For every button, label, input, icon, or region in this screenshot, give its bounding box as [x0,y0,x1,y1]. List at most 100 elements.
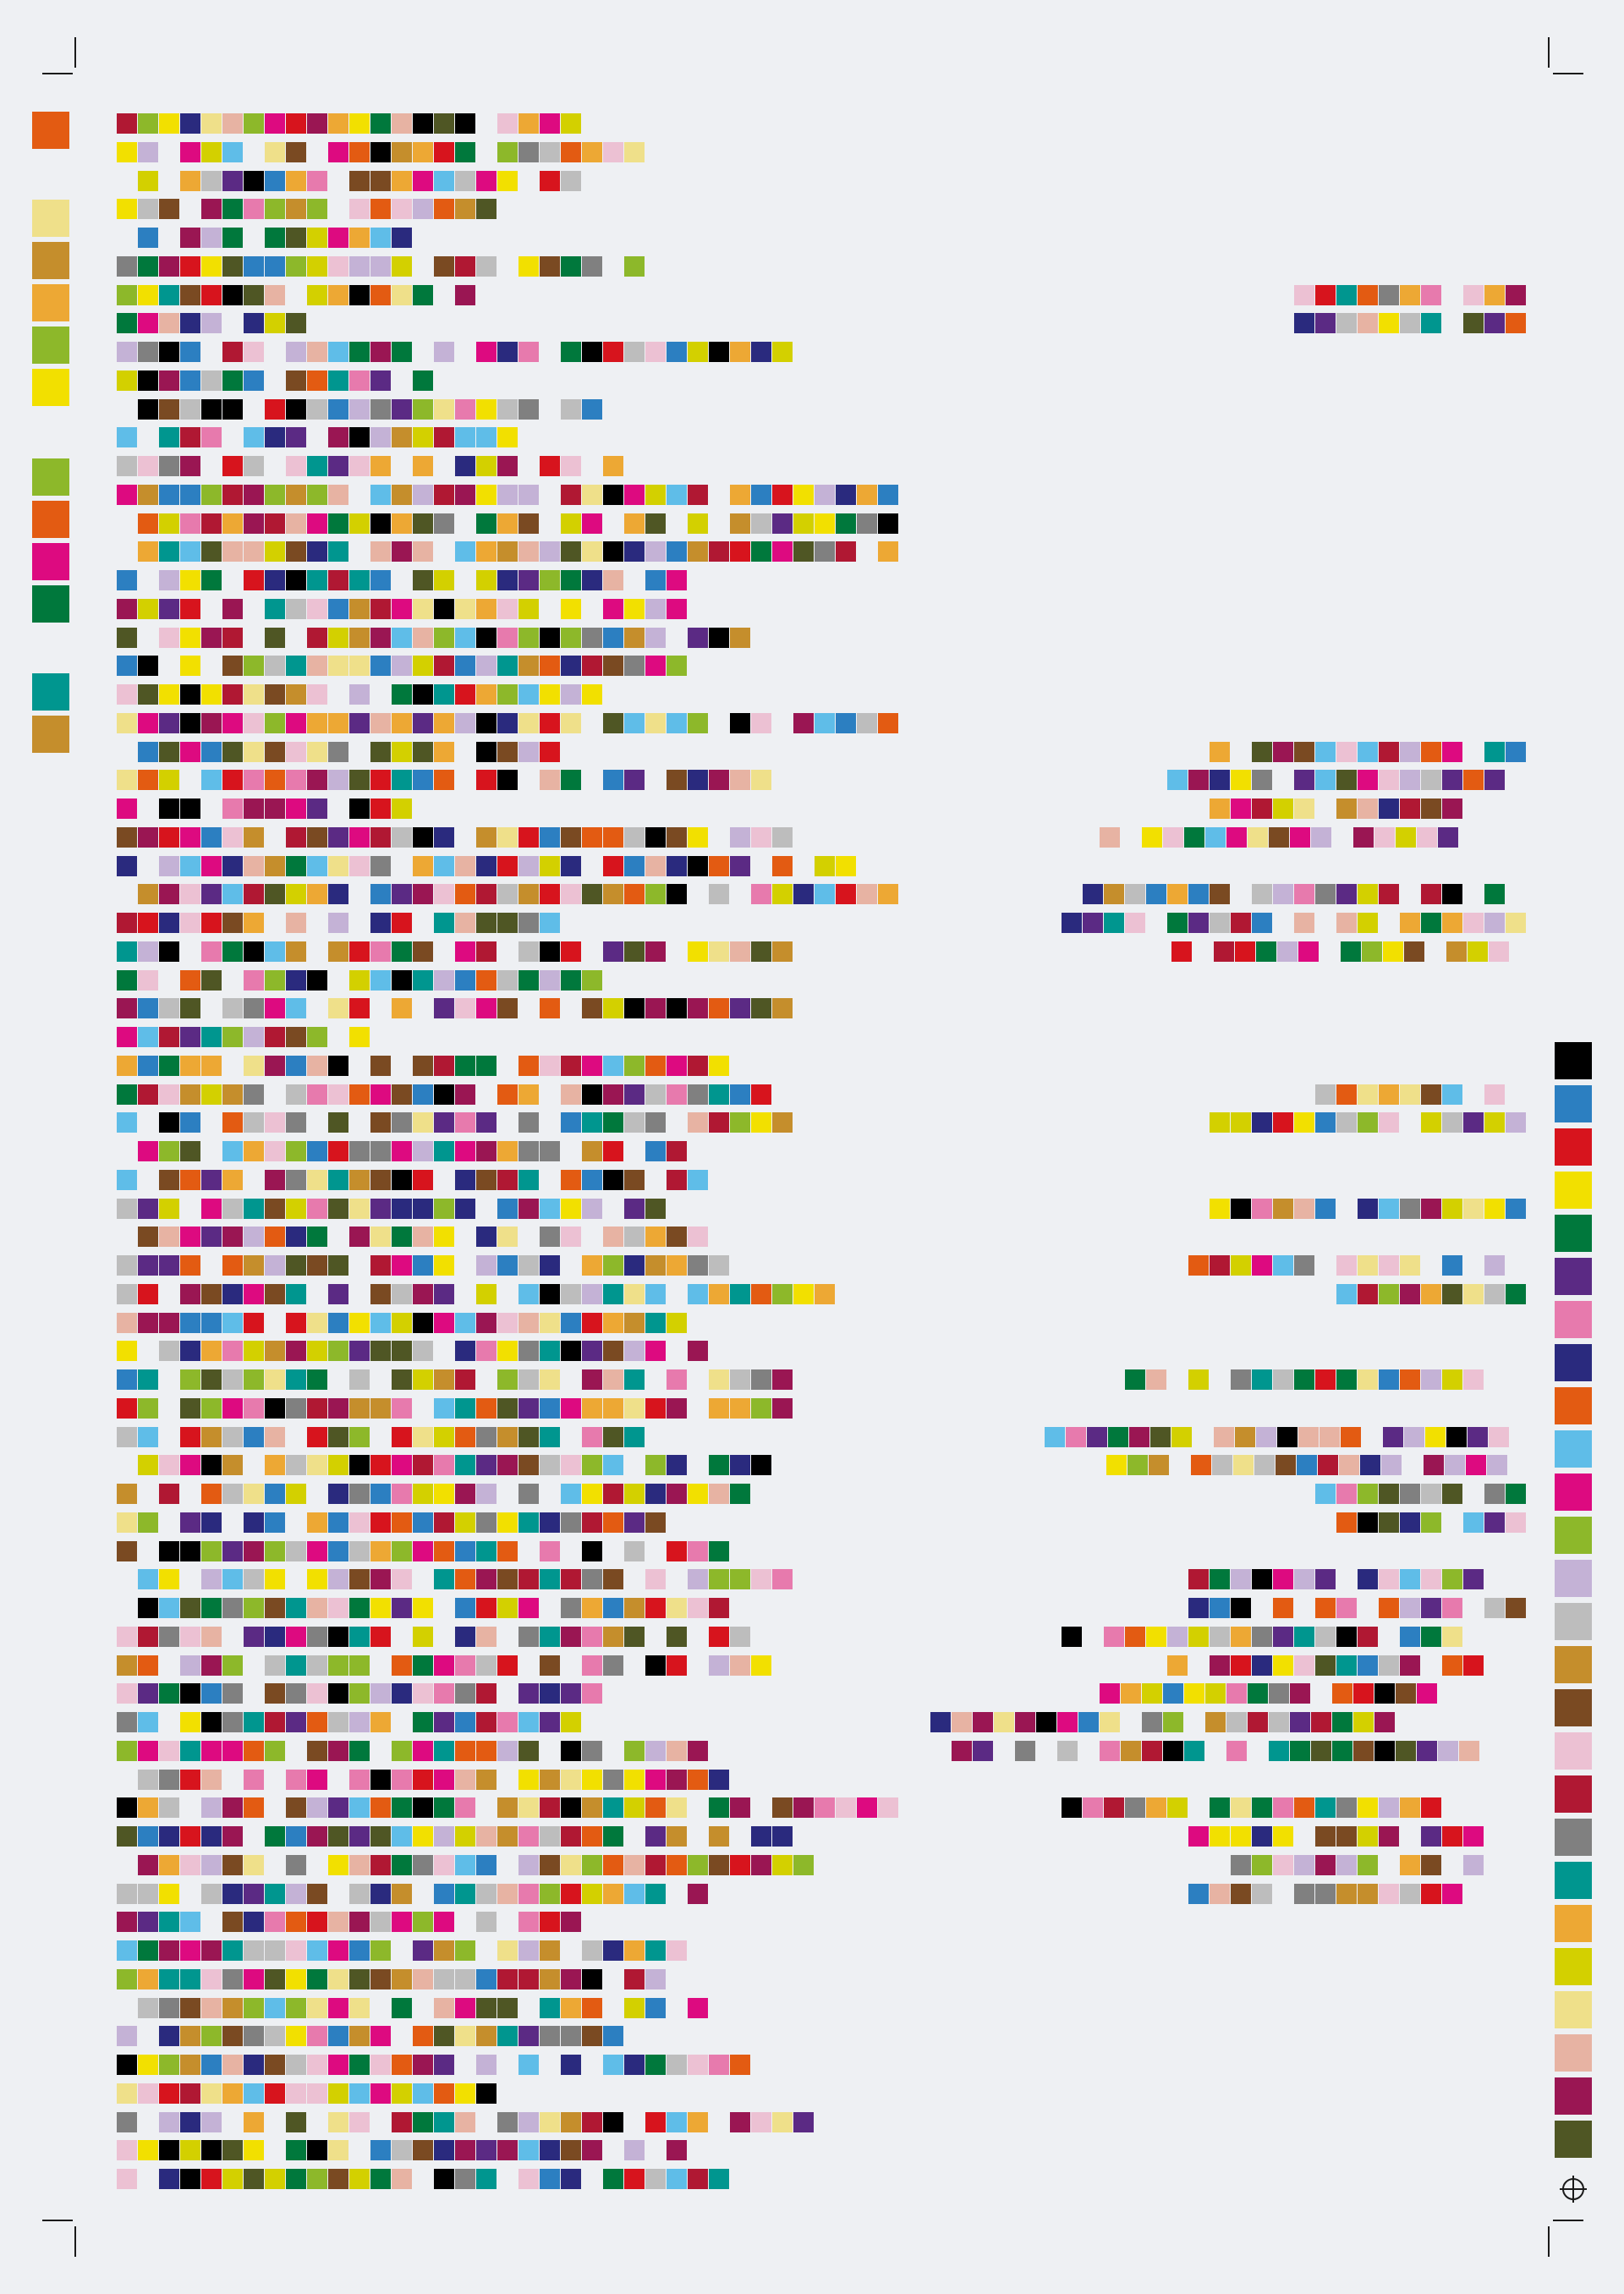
color-cell [307,228,327,248]
color-cell [117,1512,137,1533]
color-cell [307,799,327,819]
color-cell [328,941,348,962]
color-cell [561,1770,581,1790]
color-cell [1210,1826,1230,1847]
color-cell [180,285,200,305]
color-cell [222,2026,243,2046]
color-cell [730,541,750,562]
color-cell [1358,884,1378,904]
color-cell [159,1855,179,1875]
color-cell [117,142,137,162]
color-cell [518,1313,539,1333]
color-cell [497,913,518,933]
color-cell [561,1112,581,1133]
color-cell [455,856,475,876]
color-cell [307,1741,327,1761]
color-cell [159,456,179,476]
color-cell [582,1199,602,1219]
color-cell [222,1027,243,1047]
color-cell [1142,1741,1162,1761]
color-cell [244,1940,264,1961]
color-cell [603,1884,623,1904]
color-cell [1442,1199,1462,1219]
color-cell [117,1655,137,1676]
color-cell [201,713,222,733]
color-cell [117,913,137,933]
color-cell [1315,1484,1336,1504]
color-cell [434,399,454,420]
color-cell [286,1284,306,1304]
color-cell [730,1627,750,1647]
color-cell [751,770,771,790]
color-cell [603,1455,623,1475]
color-cell [582,513,602,534]
color-cell [222,1912,243,1932]
color-cell [540,1284,560,1304]
color-cell [286,1541,306,1561]
color-cell [1315,1112,1336,1133]
color-cell [518,570,539,590]
color-cell [392,171,412,191]
color-cell [265,142,285,162]
color-cell [413,1199,433,1219]
color-cell [497,770,518,790]
color-cell [645,2169,666,2189]
color-cell [1421,1569,1441,1589]
color-cell [159,1170,179,1190]
color-cell [265,1627,285,1647]
color-cell [1188,1569,1209,1589]
color-cell [138,1569,158,1589]
color-cell [709,2055,729,2075]
color-cell [201,684,222,705]
color-cell [476,485,497,505]
color-cell [159,2112,179,2132]
color-cell [730,1797,750,1818]
color-cell [370,1284,391,1304]
color-cell [413,1855,433,1875]
grid-row [0,541,1624,563]
color-cell [328,2140,348,2160]
color-cell [455,1455,475,1475]
color-cell [349,770,370,790]
grid-row [0,1112,1624,1134]
color-cell [1273,1569,1293,1589]
color-cell [582,1313,602,1333]
color-cell [370,1770,391,1790]
color-cell [286,541,306,562]
color-cell [349,1484,370,1504]
palette-swatch [1555,2077,1592,2115]
color-cell [159,342,179,362]
color-cell [413,570,433,590]
color-cell [624,1398,645,1419]
color-cell [1273,1855,1293,1875]
color-cell [1358,1826,1378,1847]
color-cell [159,427,179,447]
color-cell [540,1255,560,1276]
color-cell [455,913,475,933]
color-cell [434,570,454,590]
color-cell [328,1855,348,1875]
color-cell [1442,1484,1462,1504]
color-cell [222,399,243,420]
color-cell [1294,1369,1314,1390]
color-cell [772,1797,793,1818]
color-cell [518,1826,539,1847]
color-cell [201,1084,222,1105]
color-cell [455,884,475,904]
color-cell [286,485,306,505]
color-cell [518,399,539,420]
color-cell [265,171,285,191]
color-cell [180,799,200,819]
color-cell [952,1741,972,1761]
color-cell [688,2169,708,2189]
color-cell [180,1541,200,1561]
color-cell [370,2026,391,2046]
color-cell [582,1112,602,1133]
color-cell [180,970,200,991]
color-cell [138,1912,158,1932]
color-cell [1125,884,1145,904]
color-cell [434,1655,454,1676]
color-cell [180,1712,200,1732]
color-cell [624,1484,645,1504]
color-cell [1104,913,1124,933]
